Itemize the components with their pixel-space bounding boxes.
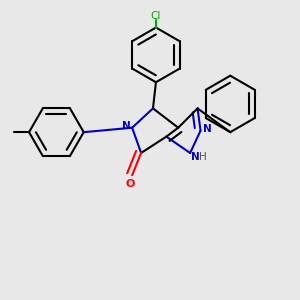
Text: H: H [199,152,207,161]
Text: O: O [126,178,135,189]
Text: N: N [203,124,212,134]
Text: N: N [122,121,131,131]
Text: Cl: Cl [151,11,161,21]
Text: N: N [191,152,200,161]
